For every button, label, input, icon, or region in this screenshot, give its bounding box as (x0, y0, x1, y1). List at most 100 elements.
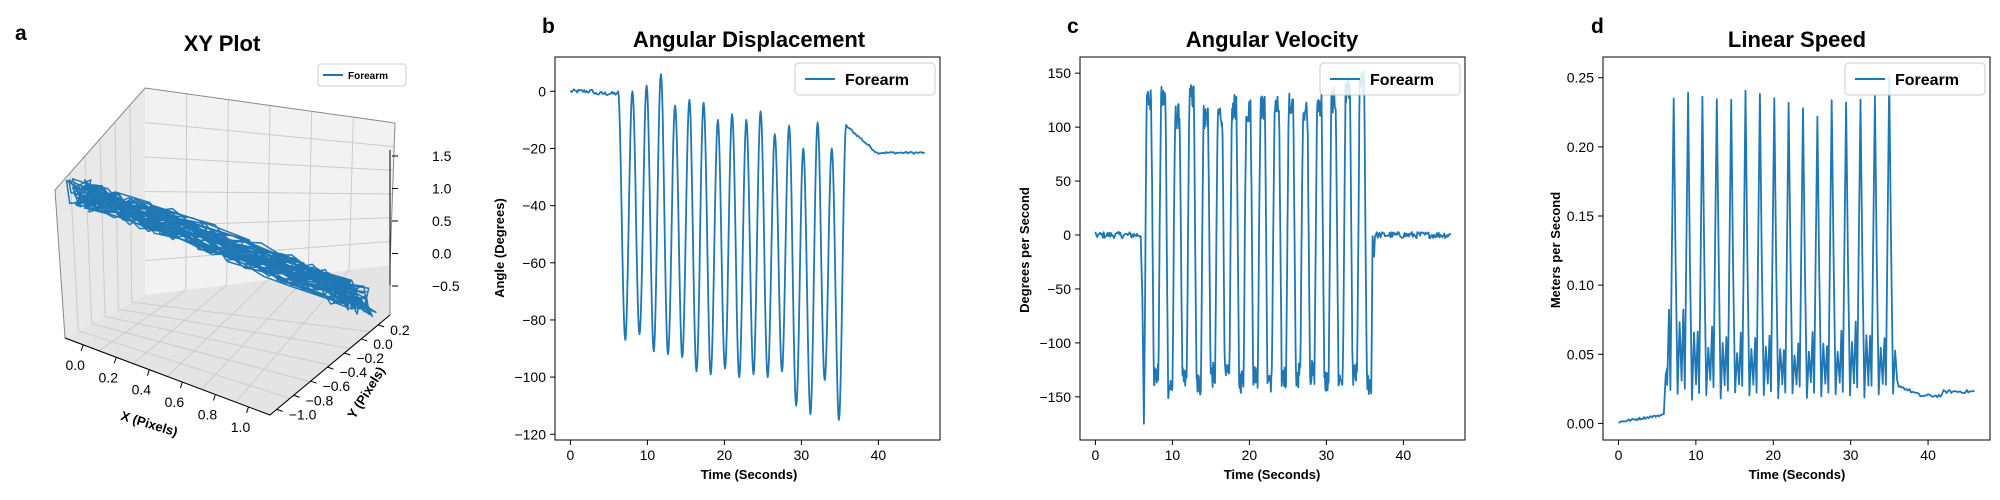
y-tick-label: −20 (522, 140, 546, 156)
grid-line (69, 172, 79, 331)
y-tick-mark (310, 380, 317, 384)
chart-title-d: Linear Speed (1728, 27, 1866, 52)
y-axis-label-c: Degrees per Second (1017, 187, 1032, 313)
x-tick-label: 10 (1165, 447, 1181, 463)
legend-label: Forearm (348, 71, 388, 82)
legend-box (1319, 62, 1461, 96)
x-tick-label: 30 (1843, 447, 1859, 463)
plot-frame (1602, 56, 1991, 441)
grid-line (99, 138, 106, 317)
legend-label: Forearm (845, 72, 909, 89)
x-tick-mark (146, 369, 150, 376)
y-tick-label: 0.2 (390, 322, 410, 338)
plot-frame (1079, 56, 1466, 441)
y-tick-label: 100 (1048, 119, 1072, 135)
y-tick-mark (378, 324, 385, 328)
x-tick-label: 0 (1092, 447, 1100, 463)
chart-title-c: Angular Velocity (1186, 27, 1359, 52)
y-tick-label: −0.2 (356, 350, 384, 366)
y-tick-label: −80 (522, 312, 546, 328)
y-tick-label: −1.0 (289, 406, 317, 422)
grid-line (104, 316, 331, 366)
x-tick-label: 0.0 (65, 357, 85, 373)
y-tick-mark (293, 394, 300, 398)
z-tick-label: −0.5 (432, 278, 460, 294)
grid-line (98, 289, 187, 352)
y-tick-label: 0.0 (373, 336, 393, 352)
x-tick-mark (246, 406, 249, 414)
y-tick-label: −100 (514, 369, 546, 385)
panel-label-a: a (15, 22, 27, 45)
x-tick-mark (212, 394, 216, 401)
plot-angular-velocity: 0 10 20 30 40 150 100 50 0 −50 −100 −150 Forearm (1039, 56, 1466, 463)
x-tick-label: 20 (1765, 447, 1781, 463)
plot-linear-speed: 0 10 20 30 40 0.00 0.05 0.10 0.15 0.20 0.25 Forearm (1567, 56, 1991, 463)
y-tick-mark (344, 352, 351, 356)
x-axis-label-c: Time (Seconds) (1224, 467, 1321, 482)
x-tick-mark (80, 344, 84, 351)
y-tick-mark (276, 408, 283, 412)
chart-title-b: Angular Displacement (633, 27, 866, 52)
chart-title-a: XY Plot (184, 31, 261, 56)
x-tick-label: 40 (871, 447, 887, 463)
y-tick-label: −60 (522, 255, 546, 271)
grid-line (91, 323, 311, 383)
z-tick-label: 0.5 (432, 213, 452, 229)
y-axis-line (269, 314, 391, 416)
x-tick-label: 40 (1396, 447, 1412, 463)
x-tick-mark (113, 357, 117, 364)
panel-label-d: d (1591, 15, 1604, 38)
y-tick-label: −100 (1039, 335, 1071, 351)
grid-line (118, 308, 351, 349)
x-tick-label: 0.2 (99, 369, 119, 385)
x-axis-label-b: Time (Seconds) (701, 467, 798, 482)
x-axis-line (64, 337, 271, 416)
panel-label-b: b (542, 15, 555, 38)
series-line-forearm (569, 73, 926, 421)
y-tick-label: 150 (1048, 65, 1072, 81)
legend-box (794, 62, 936, 96)
y-tick-label: −40 (522, 198, 546, 214)
x-tick-label: 10 (640, 447, 656, 463)
y-tick-label: −50 (1047, 281, 1071, 297)
z-tick-label: 1.5 (432, 148, 452, 164)
panel-label-c: c (1067, 15, 1079, 38)
legend-box (317, 63, 407, 87)
series-line-forearm (65, 178, 377, 318)
y-tick-label: 0.05 (1567, 346, 1594, 362)
z-tick-label: 0.0 (432, 246, 452, 262)
y-axis-label-d: Meters per Second (1548, 192, 1563, 308)
y-tick-label: 0.00 (1567, 415, 1594, 431)
x-tick-label: 0 (567, 447, 575, 463)
x-tick-label: 30 (1319, 447, 1335, 463)
y-tick-label: 0.25 (1567, 70, 1594, 86)
y-tick-label: −150 (1039, 389, 1071, 405)
y-tick-label: −0.8 (306, 392, 334, 408)
x-tick-label: 1.0 (231, 419, 251, 435)
z-tick-label: 1.0 (432, 181, 452, 197)
legend-label: Forearm (1370, 72, 1434, 89)
series-line-forearm (1094, 70, 1452, 425)
y-axis-label-b: Angle (Degrees) (492, 198, 507, 298)
x-tick-mark (179, 381, 183, 389)
x-tick-label: 20 (717, 447, 733, 463)
plot-frame (554, 56, 941, 441)
x-axis-label-d: Time (Seconds) (1749, 467, 1846, 482)
x-tick-label: 20 (1242, 447, 1258, 463)
back-pane (145, 88, 395, 295)
y-tick-label: 50 (1055, 173, 1071, 189)
legend-label: Forearm (1895, 72, 1959, 89)
y-tick-label: −120 (514, 426, 546, 442)
grid-line (133, 284, 227, 365)
x-tick-label: 0.8 (198, 407, 218, 423)
y-tick-mark (361, 338, 368, 342)
y-tick-label: −0.6 (323, 378, 351, 394)
plot-3d-xy: 0.00.20.40.60.81.0−1.0−0.8−0.6−0.4−0.20.… (54, 63, 460, 435)
y-tick-label: 0.10 (1567, 277, 1594, 293)
x-axis-label-a: X (Pixels) (119, 408, 179, 439)
x-tick-label: 0 (1615, 447, 1623, 463)
side-pane (55, 88, 145, 338)
y-tick-label: −0.4 (339, 364, 367, 380)
legend-box (1844, 62, 1986, 96)
